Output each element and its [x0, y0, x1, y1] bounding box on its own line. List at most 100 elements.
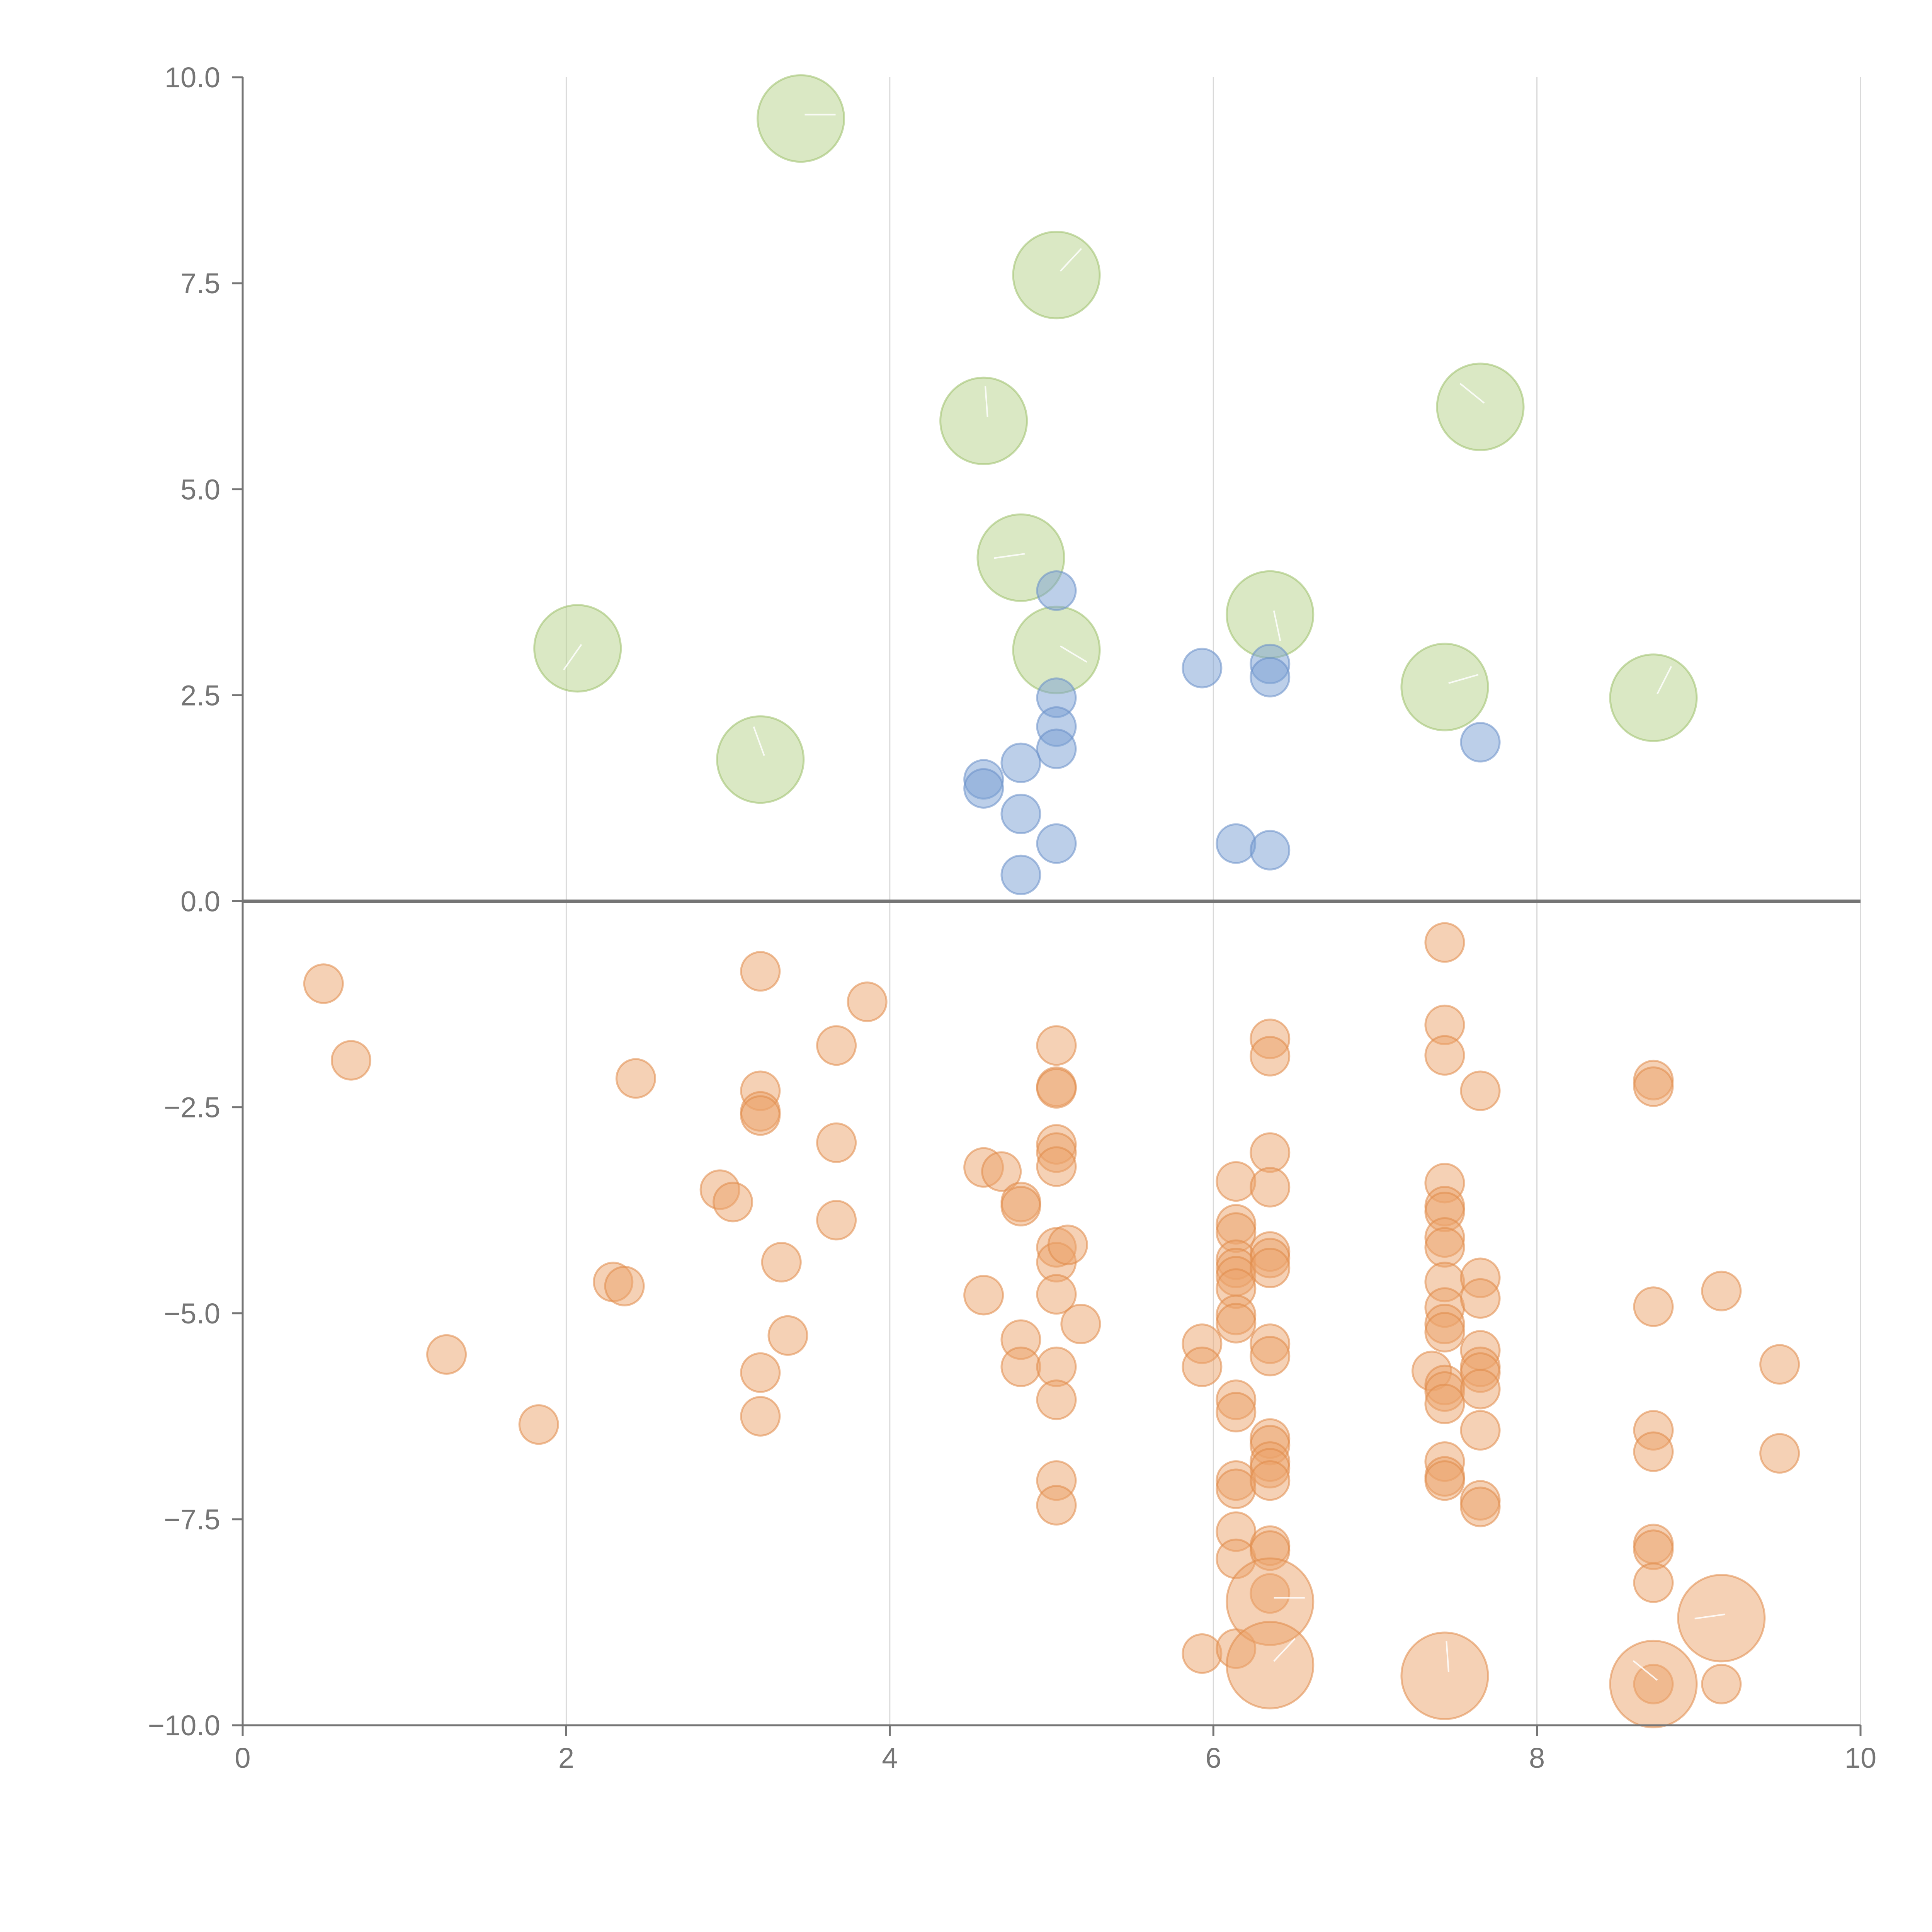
bubble-orange-75: [1250, 1460, 1291, 1501]
bubble-orange-64: [1250, 1132, 1291, 1173]
bubble-orange-25: [1000, 1186, 1041, 1227]
bubble-blue-13: [1216, 823, 1257, 864]
bubble-large-green-9: [1609, 653, 1698, 742]
bubble-orange-105: [1460, 1410, 1501, 1451]
bubble-orange-100: [1460, 1278, 1501, 1319]
bubble-orange-109: [1633, 1066, 1674, 1107]
bubble-orange-82: [1424, 1035, 1465, 1076]
bubble-orange-23: [981, 1151, 1022, 1192]
bubble-blue-8: [1460, 722, 1501, 763]
bubble-orange-56: [1216, 1392, 1257, 1433]
bubble-orange-0: [303, 963, 344, 1004]
bubble-orange-15: [761, 1242, 802, 1283]
bubble-orange-14: [740, 1396, 781, 1437]
bubble-orange-115: [1633, 1562, 1674, 1603]
bubble-orange-45: [1182, 1633, 1223, 1674]
x-tick-label-1: 2: [558, 1742, 574, 1774]
bubble-label-lines: [563, 114, 1726, 1681]
bubble-leader-large-green-5: [563, 644, 582, 670]
bubble-blue-12: [1036, 823, 1077, 864]
bubble-blue-0: [1036, 570, 1077, 611]
bubble-orange-63: [1250, 1036, 1291, 1077]
bubble-blue-7: [1000, 742, 1041, 783]
bubble-orange-9: [740, 951, 781, 992]
bubble-large-green-1: [1012, 231, 1101, 320]
bubble-blue-6: [1036, 728, 1077, 769]
bubble-orange-120: [1759, 1433, 1800, 1474]
bubble-orange-3: [518, 1404, 559, 1445]
bubble-large-green-5: [533, 604, 622, 693]
bubble-large-green-3: [1436, 362, 1525, 451]
bubble-leader-large-green-1: [1060, 248, 1082, 272]
bubble-large-orange-3: [1609, 1639, 1698, 1728]
bubble-orange-68: [1250, 1247, 1291, 1288]
bubble-orange-8: [713, 1182, 753, 1223]
y-tick-label-7: 7.5: [180, 267, 220, 299]
bubble-orange-98: [1460, 1070, 1501, 1111]
y-tick-label-6: 5.0: [180, 473, 220, 505]
bubble-leader-large-orange-4: [1694, 1613, 1726, 1619]
bubble-orange-65: [1250, 1167, 1291, 1208]
bubble-orange-87: [1424, 1227, 1465, 1268]
bubble-leader-large-green-3: [1459, 383, 1485, 404]
bubble-orange-22: [963, 1275, 1004, 1316]
bubble-blue-10: [963, 768, 1004, 809]
bubble-leader-large-green-10: [753, 726, 765, 756]
bubble-large-green-10: [716, 715, 805, 804]
bubble-orange-94: [1424, 1383, 1465, 1424]
x-tick-label-5: 10: [1845, 1742, 1876, 1774]
bubble-orange-18: [816, 1122, 857, 1163]
bubble-orange-44: [1182, 1346, 1223, 1387]
bubble-orange-46: [1216, 1161, 1257, 1202]
bubble-orange-16: [767, 1315, 808, 1356]
bubble-leader-large-orange-3: [1633, 1660, 1658, 1681]
bubble-large-green-8: [1400, 643, 1489, 731]
bubble-orange-41: [1047, 1225, 1088, 1265]
bubble-orange-80: [1424, 922, 1465, 963]
bubble-leader-large-green-8: [1448, 674, 1479, 684]
bubble-orange-119: [1759, 1344, 1800, 1385]
bubble-orange-38: [1036, 1379, 1077, 1420]
bubble-orange-107: [1460, 1486, 1501, 1527]
y-tick-label-2: −5.0: [164, 1298, 220, 1330]
bubble-orange-28: [1036, 1025, 1077, 1066]
x-tick-label-0: 0: [235, 1742, 250, 1774]
x-tick-label-3: 6: [1206, 1742, 1221, 1774]
y-tick-label-5: 2.5: [180, 679, 220, 711]
bubble-blue-3: [1250, 656, 1291, 697]
y-tick-label-1: −7.5: [164, 1503, 220, 1536]
bubble-leader-large-green-6: [1273, 610, 1281, 641]
bubble-orange-97: [1424, 1460, 1465, 1501]
bubble-orange-70: [1250, 1336, 1291, 1377]
bubble-orange-36: [1036, 1274, 1077, 1315]
bubbles-layer: [303, 74, 1800, 1728]
y-tick-label-4: 0.0: [180, 886, 220, 918]
bubble-orange-117: [1701, 1270, 1742, 1311]
bubble-orange-5: [604, 1265, 645, 1306]
bubble-orange-19: [816, 1200, 857, 1241]
bubble-orange-20: [847, 981, 888, 1022]
bubble-orange-30: [1036, 1068, 1077, 1109]
bubble-orange-13: [740, 1352, 781, 1393]
bubble-blue-11: [1000, 793, 1041, 834]
bubble-leader-large-orange-2: [1446, 1641, 1449, 1672]
bubble-orange-112: [1633, 1431, 1674, 1472]
bubble-leader-large-green-7: [1060, 645, 1087, 663]
bubble-orange-58: [1216, 1468, 1257, 1509]
bubble-large-orange-2: [1400, 1631, 1489, 1720]
bubble-orange-42: [1060, 1303, 1101, 1344]
bubble-orange-27: [1000, 1346, 1041, 1387]
bubble-large-orange-1: [1226, 1621, 1315, 1709]
bubble-orange-17: [816, 1025, 857, 1066]
bubble-leader-large-green-9: [1656, 666, 1672, 694]
axes: −10.0 −7.5 −5.0 −2.5 0.0 2.5 5.0 7.5 10.0 0 2 4 6 8 10: [148, 61, 1876, 1774]
y-tick-label-3: −2.5: [164, 1092, 220, 1124]
bubble-orange-40: [1036, 1485, 1077, 1526]
bubble-large-green-0: [757, 74, 845, 163]
bubble-leader-large-green-2: [985, 386, 988, 417]
y-tick-label-8: 10.0: [165, 61, 220, 94]
bubble-orange-91: [1424, 1312, 1465, 1353]
y-tick-label-0: −10.0: [148, 1709, 220, 1742]
bubble-orange-1: [331, 1040, 372, 1081]
